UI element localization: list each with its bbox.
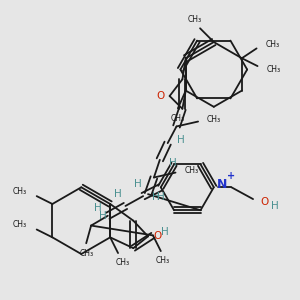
Text: CH₃: CH₃ [79, 249, 93, 258]
Text: H: H [94, 203, 102, 213]
Text: O: O [261, 197, 269, 207]
Text: O: O [154, 231, 162, 242]
Text: CH₃: CH₃ [13, 220, 27, 229]
Text: CH₃: CH₃ [266, 40, 280, 49]
Text: H: H [114, 189, 122, 199]
Text: O: O [157, 91, 165, 101]
Text: CH₃: CH₃ [156, 256, 170, 266]
Text: CH₃: CH₃ [116, 258, 130, 267]
Text: CH₃: CH₃ [13, 187, 27, 196]
Text: H: H [134, 179, 142, 189]
Text: H: H [152, 192, 160, 202]
Text: N: N [217, 178, 227, 191]
Text: H: H [271, 201, 278, 211]
Text: H: H [169, 158, 176, 168]
Text: H: H [177, 135, 184, 145]
Text: CH₃: CH₃ [266, 64, 280, 74]
Text: CH₃: CH₃ [171, 114, 185, 123]
Text: CH₃: CH₃ [207, 115, 221, 124]
Text: H: H [99, 211, 107, 221]
Text: CH₃: CH₃ [188, 15, 202, 24]
Text: H: H [161, 227, 169, 237]
Text: H: H [157, 192, 165, 202]
Text: +: + [227, 172, 236, 182]
Text: CH₃: CH₃ [184, 166, 199, 175]
